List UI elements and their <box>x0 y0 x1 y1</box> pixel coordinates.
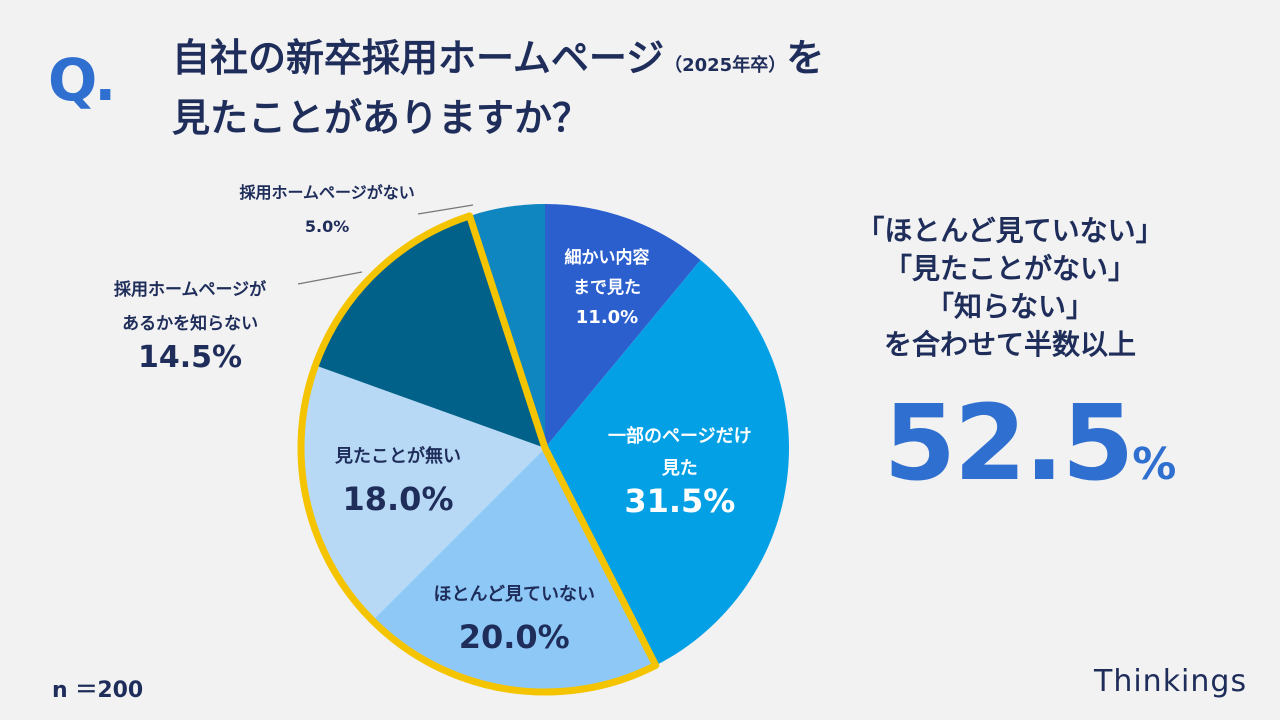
slice-value: 14.5% <box>138 340 243 375</box>
slice-label-text: 見た <box>661 458 698 479</box>
summary-unit: % <box>1132 439 1177 490</box>
summary-number: 52.5 <box>883 382 1135 504</box>
thinkings-logo: Thinkings <box>1094 664 1248 699</box>
slice-label-text: まで見た <box>573 278 641 298</box>
slice-label-2: ほとんど見ていない 20.0% <box>434 574 595 658</box>
question-mark: Q. <box>48 46 116 114</box>
leader-line-1 <box>297 271 363 285</box>
page-title: 自社の新卒採用ホームページ（2025年卒）を 見たことがありますか？ <box>172 32 824 144</box>
pie-slice-2 <box>372 448 656 693</box>
slice-label-text: 細かい内容 <box>564 248 650 268</box>
slice-label-4: 採用ホームページが あるかを知らない 14.5% <box>114 273 266 375</box>
slice-label-3: 見たことが無い 18.0% <box>335 436 461 520</box>
sample-size: n ＝200 <box>52 678 144 703</box>
title-line1-end: を <box>786 36 825 80</box>
slice-label-text: 見たことが無い <box>335 446 461 467</box>
slice-value: 31.5% <box>624 482 736 520</box>
pie-slice-3 <box>300 365 545 621</box>
summary-value: 52.5% <box>880 382 1180 504</box>
leader-line-0 <box>417 204 474 215</box>
slice-value: 11.0% <box>575 307 639 328</box>
slice-label-0: 細かい内容まで見た 11.0% <box>565 243 650 333</box>
summary-text: 「ほとんど見ていない」 「見たことがない」 「知らない」 を合わせて半数以上 <box>820 212 1200 364</box>
slice-label-text: あるかを知らない <box>122 314 259 334</box>
slice-label-text: 採用ホームページが <box>114 280 267 300</box>
summary-line-3: 「知らない」 <box>925 290 1094 323</box>
pie-slice-0 <box>545 204 701 448</box>
title-line2: 見たことがありますか？ <box>172 96 591 140</box>
title-year: （2025年卒） <box>664 55 787 76</box>
slice-label-text: ほとんど見ていない <box>433 584 595 605</box>
slice-value: 18.0% <box>342 480 454 518</box>
slice-label-1: 一部のページだけ 見た 31.5% <box>608 421 752 517</box>
summary-line-2: 「見たことがない」 <box>883 252 1136 285</box>
highlight-outline <box>297 212 660 696</box>
summary-line-4: を合わせて半数以上 <box>883 328 1136 361</box>
slice-label-text: 一部のページだけ <box>608 426 752 447</box>
summary-line-1: 「ほとんど見ていない」 <box>856 214 1164 247</box>
slice-label-text: 採用ホームページがない <box>239 183 415 202</box>
title-line1: 自社の新卒採用ホームページ <box>172 36 665 80</box>
slice-label-5: 採用ホームページがない 5.0% <box>240 176 415 244</box>
slice-value: 5.0% <box>304 217 350 236</box>
slice-value: 20.0% <box>458 618 570 656</box>
